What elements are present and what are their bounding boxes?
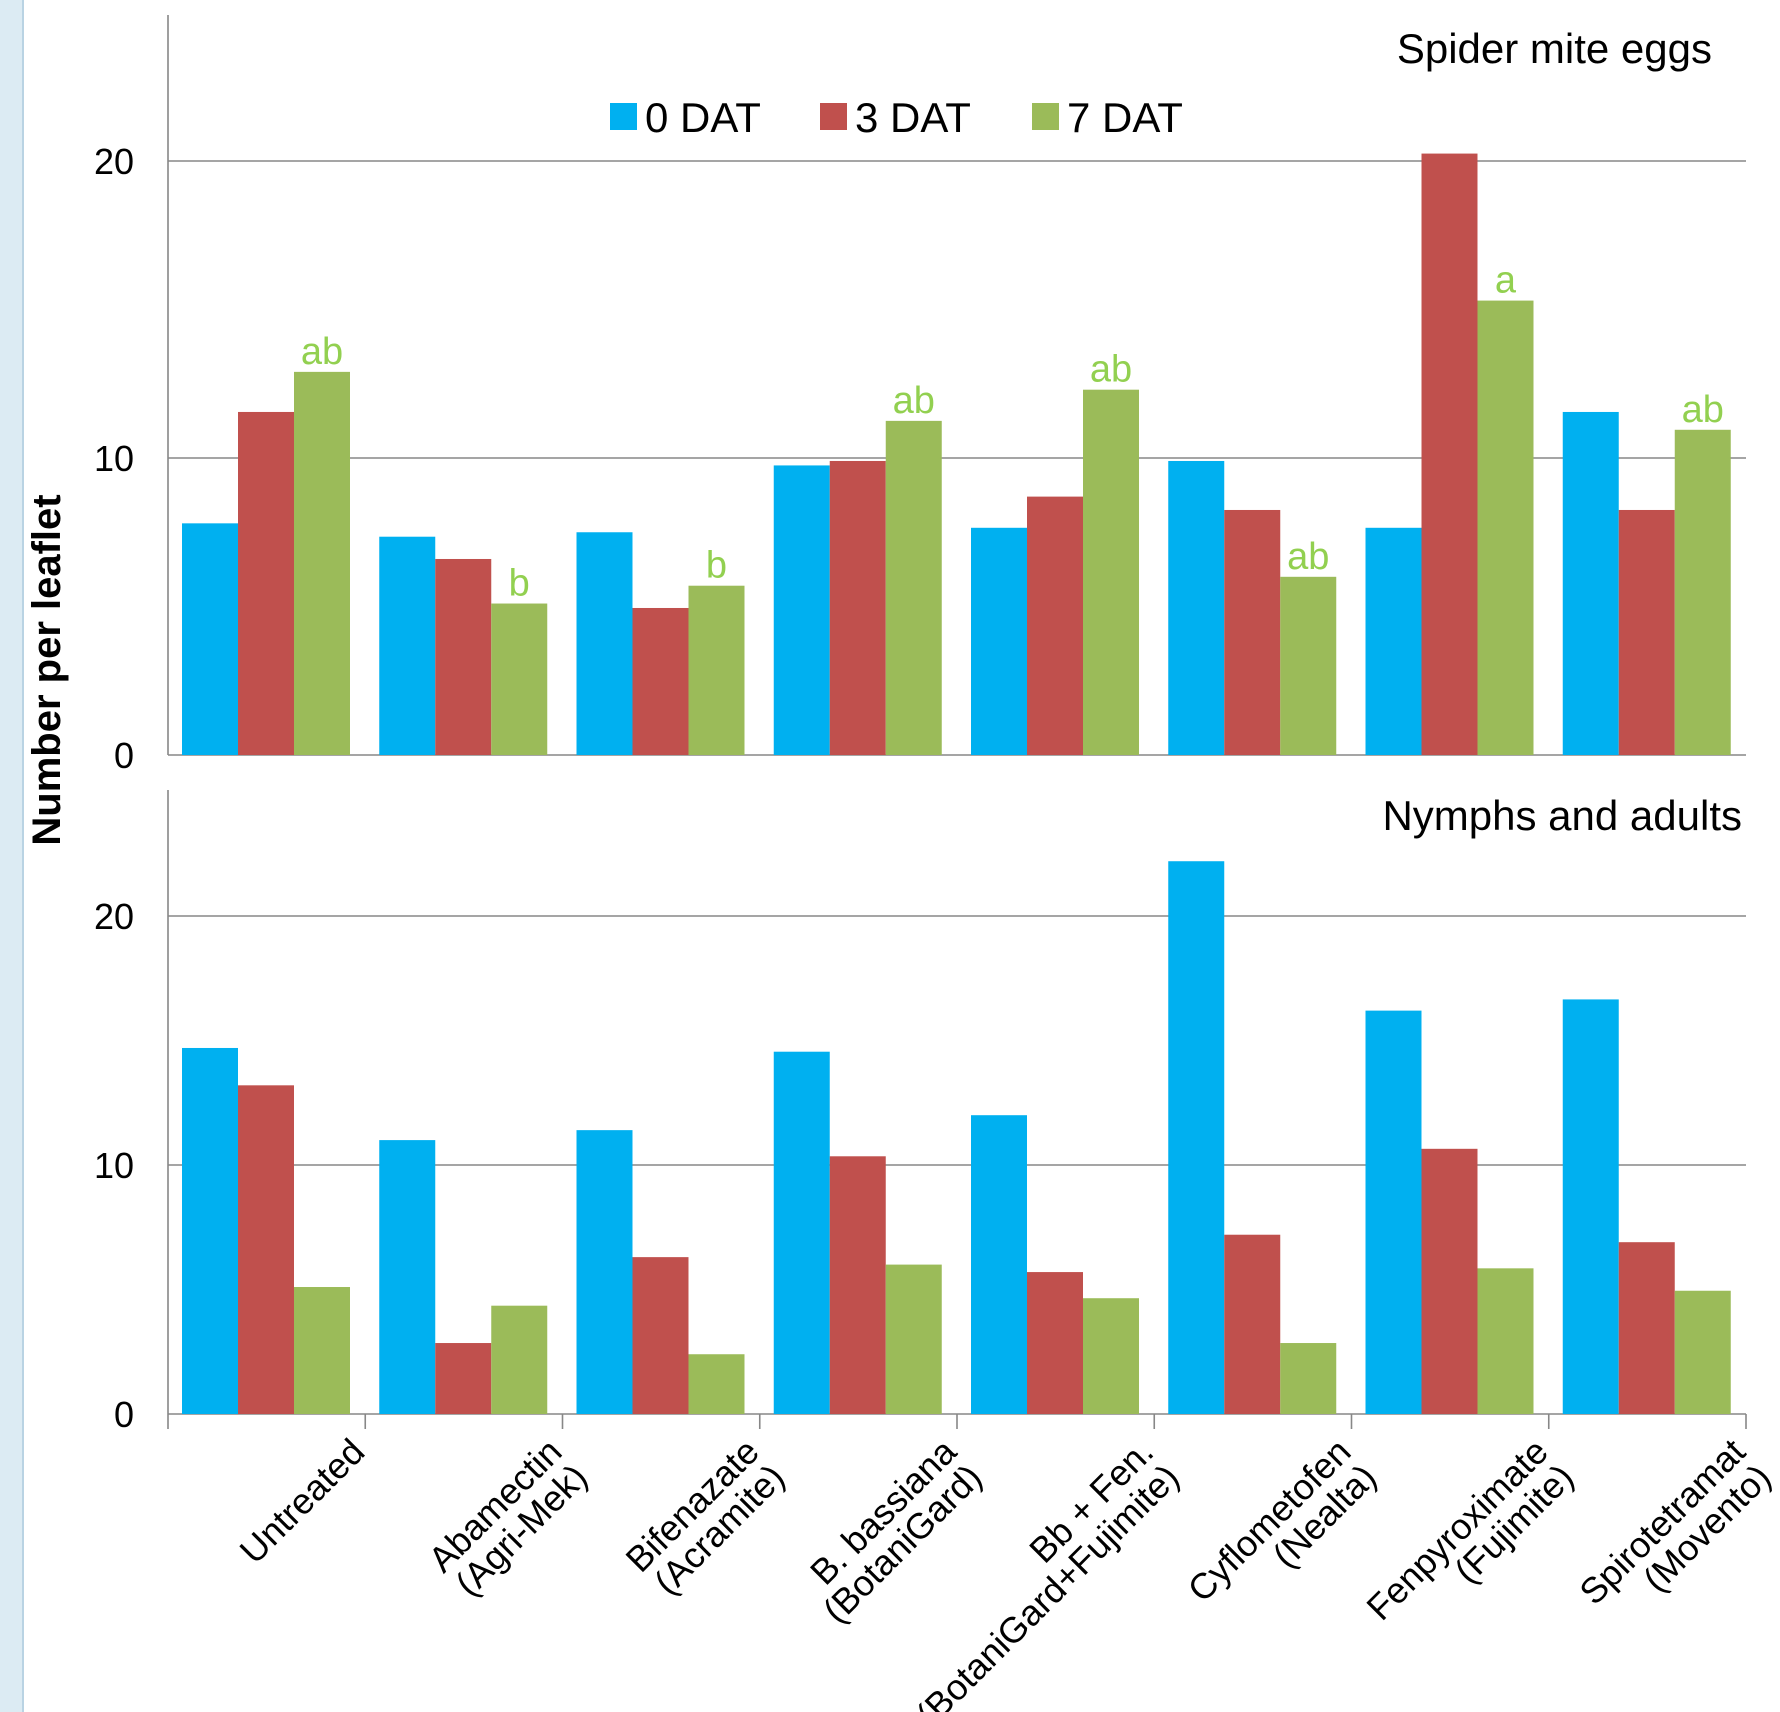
bar-7-dat-2 xyxy=(491,1305,548,1414)
legend: 0 DAT 3 DAT 7 DAT xyxy=(610,94,1183,141)
y-tick-label: 10 xyxy=(94,1145,134,1186)
legend-swatch xyxy=(610,103,637,130)
bar-3-dat-1 xyxy=(238,1085,294,1414)
bar-7-dat-1 xyxy=(294,1287,350,1414)
bar-0-dat-4 xyxy=(773,1051,830,1414)
bar-7-dat-7 xyxy=(1477,300,1534,755)
bar-7-dat-2 xyxy=(491,603,548,755)
y-tick-label: 20 xyxy=(94,896,134,937)
category-label-spirotetramat: Spirotetramat(Movento) xyxy=(1571,1431,1778,1613)
bar-3-dat-6 xyxy=(1224,509,1281,755)
category-label-b-bassiana: B. bassiana(BotaniGard) xyxy=(802,1430,989,1631)
category-label-fenpyroximate: Fenpyroximate(Fujimite) xyxy=(1358,1431,1581,1628)
significance-label: ab xyxy=(1287,536,1329,578)
bar-7-dat-3 xyxy=(688,1354,745,1414)
bar-7-dat-4 xyxy=(885,420,942,755)
significance-label: a xyxy=(1495,260,1517,302)
category-label-abamectin: Abamectin(Agri-Mek) xyxy=(420,1431,595,1604)
bar-0-dat-7 xyxy=(1365,527,1422,755)
category-label-untreated: Untreated xyxy=(231,1431,372,1572)
bar-3-dat-2 xyxy=(435,1343,492,1414)
bar-0-dat-7 xyxy=(1365,1010,1422,1414)
legend-item-3-dat: 3 DAT xyxy=(820,94,971,141)
bar-3-dat-6 xyxy=(1224,1234,1281,1414)
bar-3-dat-5 xyxy=(1027,1272,1083,1414)
legend-item-0-dat: 0 DAT xyxy=(610,94,761,141)
legend-label: 7 DAT xyxy=(1067,94,1183,141)
left-frame-border xyxy=(0,0,24,1712)
bar-3-dat-3 xyxy=(632,607,689,755)
bar-3-dat-3 xyxy=(632,1257,689,1414)
y-tick-label: 10 xyxy=(94,438,134,479)
bar-7-dat-8 xyxy=(1674,429,1731,755)
bar-0-dat-6 xyxy=(1168,861,1225,1414)
bar-3-dat-1 xyxy=(238,411,294,755)
bar-0-dat-1 xyxy=(182,523,238,755)
legend-item-7-dat: 7 DAT xyxy=(1032,94,1183,141)
bar-3-dat-4 xyxy=(829,1156,886,1414)
panel-title: Nymphs and adults xyxy=(1382,792,1742,839)
significance-label: ab xyxy=(893,380,935,422)
bar-0-dat-2 xyxy=(379,1140,436,1414)
bar-0-dat-2 xyxy=(379,536,436,755)
bar-3-dat-7 xyxy=(1421,1148,1478,1414)
bar-0-dat-3 xyxy=(576,1130,633,1414)
y-tick-label: 0 xyxy=(114,735,134,776)
bar-0-dat-6 xyxy=(1168,460,1225,755)
legend-label: 3 DAT xyxy=(855,94,971,141)
bar-7-dat-6 xyxy=(1280,576,1337,755)
x-axis: Untreated Abamectin(Agri-Mek) Bifenazate(A… xyxy=(167,1414,1778,1712)
bar-7-dat-6 xyxy=(1280,1343,1337,1414)
bar-0-dat-5 xyxy=(971,527,1027,755)
legend-swatch xyxy=(1032,103,1059,130)
bar-7-dat-8 xyxy=(1674,1290,1731,1414)
bar-7-dat-1 xyxy=(294,371,350,755)
panel-title: Spider mite eggs xyxy=(1397,25,1712,72)
bar-3-dat-7 xyxy=(1421,153,1478,755)
bar-3-dat-8 xyxy=(1618,509,1675,755)
bar-7-dat-3 xyxy=(688,585,745,755)
category-label-bifenazate: Bifenazate(Acramite) xyxy=(617,1431,792,1603)
bar-7-dat-5 xyxy=(1083,389,1139,755)
significance-label: ab xyxy=(301,331,343,373)
y-tick-label: 20 xyxy=(94,141,134,182)
bar-0-dat-4 xyxy=(773,465,830,755)
bar-0-dat-3 xyxy=(576,532,633,755)
y-tick-label: 0 xyxy=(114,1394,134,1435)
chart-panels: 0 10 20 ab b b ab ab ab a ab Spider mite eggs 0 10 20 N… xyxy=(94,15,1746,1435)
bar-3-dat-8 xyxy=(1618,1242,1675,1414)
bar-0-dat-8 xyxy=(1562,411,1619,755)
significance-label: ab xyxy=(1090,349,1132,391)
legend-label: 0 DAT xyxy=(645,94,761,141)
bar-3-dat-2 xyxy=(435,558,492,755)
bar-0-dat-8 xyxy=(1562,999,1619,1414)
bar-3-dat-5 xyxy=(1027,496,1083,755)
significance-label: ab xyxy=(1682,389,1724,431)
bar-3-dat-4 xyxy=(829,460,886,755)
bar-7-dat-7 xyxy=(1477,1268,1534,1414)
panel-spider-mite-eggs: 0 10 20 ab b b ab ab ab a ab Spider mite eggs xyxy=(94,15,1746,776)
bar-7-dat-5 xyxy=(1083,1298,1139,1414)
bar-7-dat-4 xyxy=(885,1264,942,1414)
panel-nymphs-and-adults: 0 10 20 Nymphs and adults xyxy=(94,790,1746,1435)
bar-0-dat-1 xyxy=(182,1047,238,1414)
significance-label: b xyxy=(509,563,530,605)
significance-label: b xyxy=(706,545,727,587)
legend-swatch xyxy=(820,103,847,130)
y-axis-label: Number per leaflet xyxy=(25,494,69,845)
category-label-cyflometofen: Cyflometofen(Nealta) xyxy=(1180,1431,1384,1610)
category-label-line1: Untreated xyxy=(231,1431,372,1572)
bar-0-dat-5 xyxy=(971,1115,1027,1414)
